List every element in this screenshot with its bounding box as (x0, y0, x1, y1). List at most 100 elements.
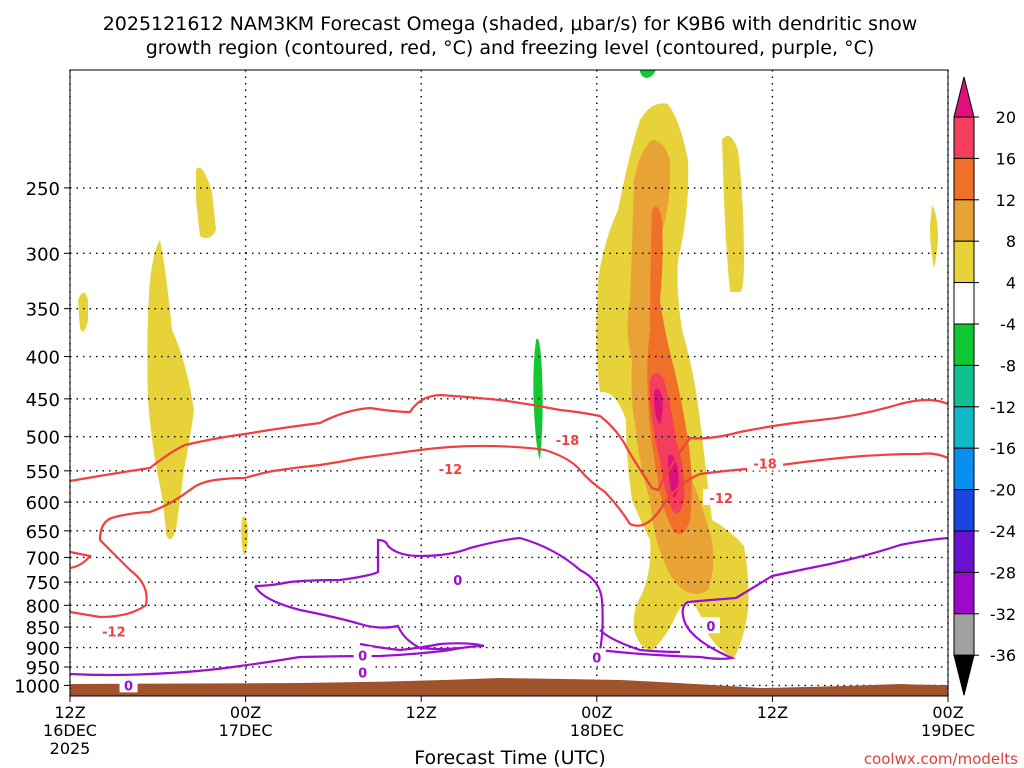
x-tick-label: 00Z (230, 703, 261, 722)
omega-cell-4 (930, 205, 938, 268)
contour-0-lower-loop (254, 585, 461, 651)
y-tick-label: 750 (26, 573, 60, 594)
contour-minus12-left-stub (69, 550, 92, 570)
contour-labels: 0 0 0 0 0 0 -12 -12 -12 -18 -18 (95, 431, 784, 694)
contour-label: 0 (358, 667, 367, 682)
contour-label: -12 (439, 463, 463, 478)
contour-label: -18 (556, 434, 580, 449)
contour-label: -12 (102, 625, 126, 640)
x-tick-label: 18DEC (570, 721, 624, 740)
colorbar-swatch (953, 530, 975, 573)
colorbar-swatch (953, 406, 975, 449)
colorbar-label: 4 (1006, 274, 1016, 293)
colorbar-swatch (953, 199, 975, 242)
y-tick-label: 600 (26, 493, 60, 514)
contour-label: 0 (358, 649, 367, 664)
colorbar: 20 16 12 8 4 -4 -8 -12 -16 -20 -24 -28 -32 -36 (953, 76, 1016, 696)
colorbar-top-arrow (953, 76, 975, 118)
contour-label: 0 (453, 574, 462, 589)
y-tick-label: 900 (26, 639, 60, 660)
ground-strip (70, 678, 948, 696)
colorbar-label: 16 (996, 149, 1016, 168)
colorbar-swatch (953, 116, 975, 159)
plot-area (70, 70, 948, 696)
colorbar-swatch (953, 323, 975, 366)
freezing-contours (69, 536, 949, 677)
colorbar-label: 20 (996, 108, 1016, 127)
colorbar-label: -32 (990, 605, 1016, 624)
contour-label-bg (701, 617, 720, 634)
omega-cell-4 (78, 292, 88, 332)
colorbar-swatch (953, 489, 975, 532)
colorbar-label: -36 (990, 646, 1016, 665)
chart-title-line2: growth region (contoured, red, °C) and f… (146, 37, 875, 59)
contour-label-bg (587, 648, 606, 665)
colorbar-label: -4 (1000, 315, 1016, 334)
x-tick-label: 16DEC (43, 721, 97, 740)
y-tick-label: 1000 (14, 676, 60, 697)
contour-label: 0 (706, 620, 715, 635)
contour-label-bg (353, 663, 372, 680)
contour-label-bg (95, 622, 132, 639)
contour-0-loop (254, 536, 949, 660)
y-tick-label: 800 (26, 596, 60, 617)
colorbar-label: -12 (990, 398, 1016, 417)
x-axis-title: Forecast Time (UTC) (414, 747, 605, 768)
y-tick-label: 950 (26, 658, 60, 679)
contour-0-plume-edge (599, 629, 681, 654)
y-tick-label: 400 (26, 348, 60, 369)
contour-0-ground (69, 642, 485, 677)
x-tick-label: 12Z (406, 703, 437, 722)
y-tick-label: 650 (26, 522, 60, 543)
y-tick-label: 250 (26, 179, 60, 200)
x-tick-label: 00Z (932, 703, 963, 722)
y-tick-label: 500 (26, 428, 60, 449)
y-tick-label: 350 (26, 300, 60, 321)
omega-sink-cell (640, 70, 656, 78)
x-tick-label: 19DEC (921, 721, 975, 740)
contour-label: -12 (709, 492, 733, 507)
colorbar-label: -28 (990, 563, 1016, 582)
omega-cell-4 (196, 167, 216, 238)
colorbar-label: -24 (990, 522, 1016, 541)
colorbar-swatch (953, 157, 975, 201)
x-tick-label: 17DEC (219, 721, 273, 740)
colorbar-swatch (953, 447, 975, 491)
colorbar-label: -20 (990, 481, 1016, 500)
colorbar-swatch (953, 240, 975, 284)
colorbar-label: 8 (1006, 232, 1016, 251)
y-tick-label: 450 (26, 390, 60, 411)
y-tick-label: 550 (26, 462, 60, 483)
omega-plume-20 (654, 388, 663, 424)
credit-text: coolwx.com/modelts (864, 750, 1018, 768)
colorbar-swatch (953, 613, 975, 656)
contour-label-bg (432, 459, 469, 476)
colorbar-label: -8 (1000, 356, 1016, 375)
colorbar-swatch (953, 282, 975, 325)
contour-label: 0 (124, 679, 133, 694)
contour-label: -18 (753, 458, 777, 473)
contour-label: 0 (592, 651, 601, 666)
y-tick-label: 700 (26, 548, 60, 569)
contour-label-bg (549, 431, 586, 448)
colorbar-label: 12 (996, 191, 1016, 210)
colorbar-bottom-arrow (953, 654, 975, 696)
omega-cell-4 (241, 516, 248, 556)
dgz-contours (69, 393, 949, 619)
colorbar-swatch (953, 571, 975, 615)
x-tick-label: 00Z (581, 703, 612, 722)
contour-minus12 (69, 444, 949, 619)
omega-cell-4 (147, 240, 194, 540)
x-tick-label: 12Z (757, 703, 788, 722)
x-tick-label: 12Z (54, 703, 85, 722)
contour-minus18 (69, 393, 949, 492)
colorbar-label: -16 (990, 439, 1016, 458)
x-tick-label: 2025 (50, 739, 91, 758)
contour-label-bg (448, 570, 467, 587)
contour-label-bg (353, 646, 372, 663)
colorbar-swatch (953, 364, 975, 408)
contour-label-bg (703, 488, 740, 505)
contour-label-bg (119, 676, 138, 693)
